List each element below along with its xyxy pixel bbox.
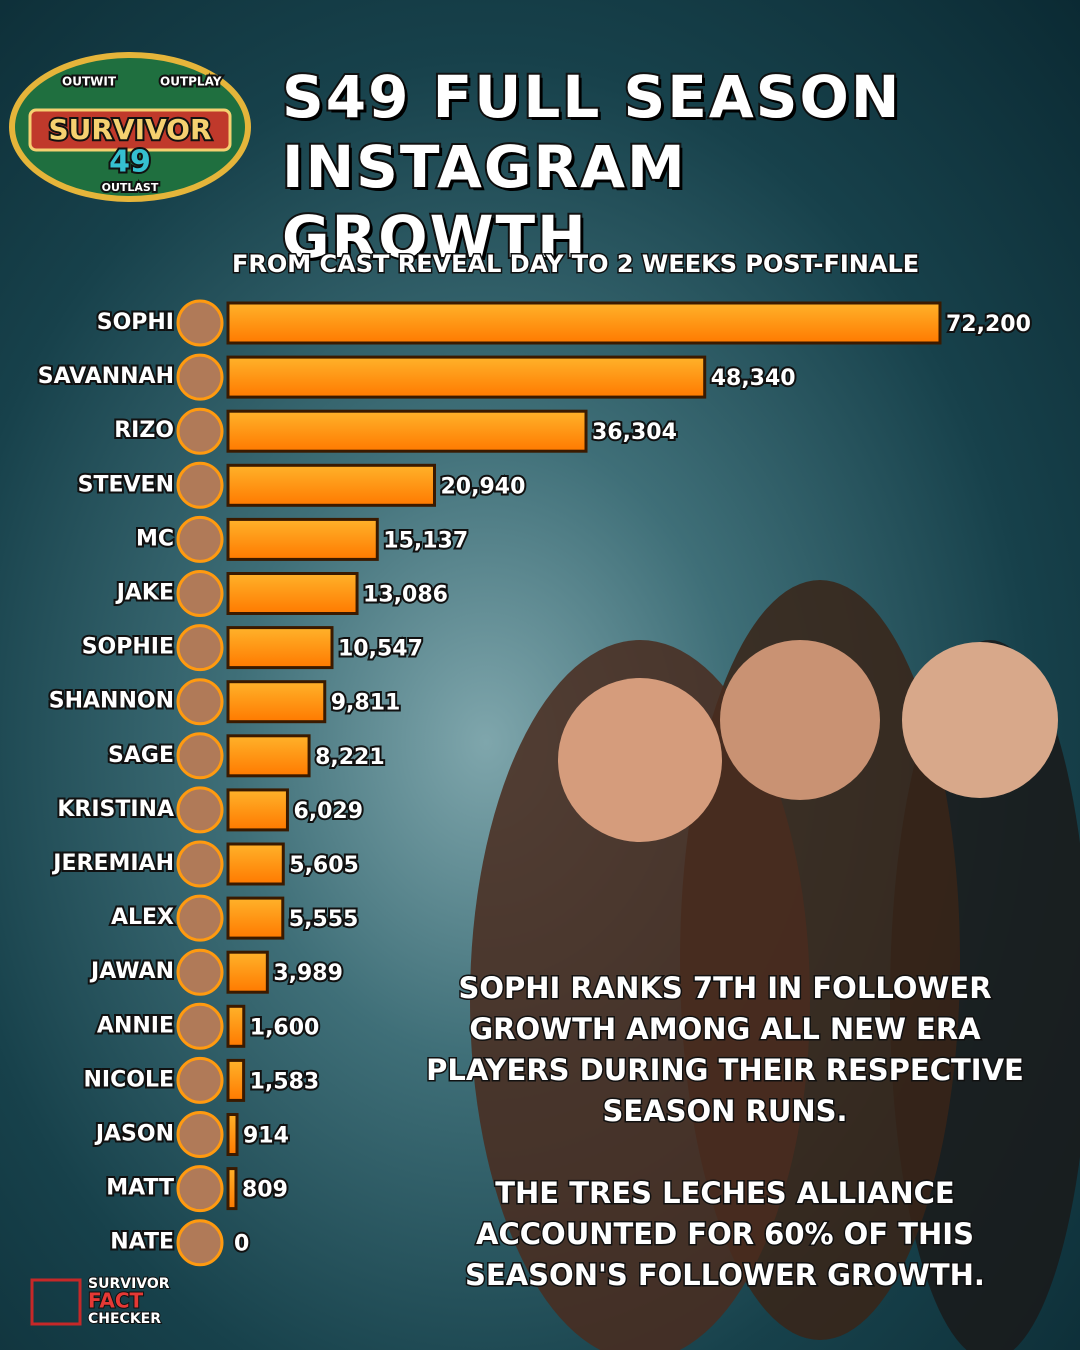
category-label: SOPHI <box>97 310 174 335</box>
bar <box>226 734 311 778</box>
category-label: NICOLE <box>84 1067 175 1092</box>
value-label: 8,221 <box>315 745 385 770</box>
value-label: 3,989 <box>273 961 343 986</box>
value-label: 9,811 <box>331 691 401 716</box>
annotation: SOPHI RANKS 7TH IN FOLLOWER GROWTH AMONG… <box>425 970 1026 1130</box>
category-label: ALEX <box>111 905 174 930</box>
category-label: KRISTINA <box>57 797 174 822</box>
bar <box>226 950 269 994</box>
category-label: JASON <box>94 1122 174 1147</box>
chart-subtitle: FROM CAST REVEAL DAY TO 2 WEEKS POST-FIN… <box>230 249 920 280</box>
category-label: SAGE <box>108 743 174 768</box>
category-label: SAVANNAH <box>38 364 174 389</box>
category-label: MATT <box>106 1176 174 1201</box>
bar <box>226 1113 239 1156</box>
logo-text: OUTWIT <box>62 75 117 89</box>
bar <box>226 1058 246 1102</box>
value-label: 1,600 <box>250 1015 320 1040</box>
value-label: 48,340 <box>711 366 796 391</box>
logo: OUTWIT OUTPLAY SURVIVOR 49 OUTLAST <box>9 52 251 202</box>
logo-text: OUTPLAY <box>160 75 222 89</box>
bar <box>226 355 707 399</box>
value-label: 914 <box>243 1124 289 1149</box>
value-label: 36,304 <box>592 420 677 445</box>
category-label: NATE <box>110 1230 174 1255</box>
avatar <box>176 840 224 888</box>
avatar <box>176 678 224 726</box>
category-label: MC <box>136 526 174 551</box>
bar <box>226 1004 246 1048</box>
avatar <box>176 407 224 455</box>
watermark-text: SURVIVOR <box>88 1276 170 1292</box>
category-label: SHANNON <box>49 689 174 714</box>
bar <box>226 680 327 724</box>
avatar <box>176 1056 224 1104</box>
value-label: 5,555 <box>289 907 359 932</box>
avatar <box>176 948 224 996</box>
value-label: 13,086 <box>363 583 448 608</box>
avatar <box>176 299 224 347</box>
category-label: SOPHIE <box>82 635 174 660</box>
category-label: RIZO <box>114 418 174 443</box>
bar <box>226 842 285 886</box>
value-label: 20,940 <box>440 474 525 499</box>
bar <box>226 1167 238 1211</box>
value-label: 809 <box>242 1178 288 1203</box>
avatar <box>176 1002 224 1050</box>
chart-title: S49 FULL SEASON INSTAGRAM GROWTH <box>280 61 902 273</box>
watermark-text: CHECKER <box>88 1311 161 1327</box>
bar <box>226 896 285 940</box>
category-label: JAWAN <box>89 959 174 984</box>
bar <box>226 409 588 453</box>
avatar <box>176 786 224 834</box>
avatar <box>176 1111 224 1158</box>
avatar <box>176 1219 224 1267</box>
avatar <box>176 894 224 942</box>
value-label: 10,547 <box>338 637 423 662</box>
people-photo <box>470 580 1080 1350</box>
logo-text: OUTLAST <box>102 181 159 194</box>
value-label: 5,605 <box>289 853 359 878</box>
category-label: JEREMIAH <box>51 851 174 876</box>
avatar <box>176 1165 224 1213</box>
bar <box>226 301 942 345</box>
avatar <box>176 624 224 672</box>
avatar <box>176 732 224 780</box>
watermark: SURVIVOR FACT CHECKER <box>30 1275 171 1328</box>
avatar <box>176 515 224 563</box>
logo-text: 49 <box>109 145 151 180</box>
bar <box>226 572 359 615</box>
bar <box>226 517 379 561</box>
value-label: 1,583 <box>250 1069 320 1094</box>
annotation: THE TRES LECHES ALLIANCE ACCOUNTED FOR 6… <box>464 1175 987 1294</box>
category-label: ANNIE <box>97 1013 174 1038</box>
watermark-text: FACT <box>88 1289 144 1313</box>
value-label: 0 <box>234 1232 249 1257</box>
avatar <box>176 353 224 401</box>
value-label: 72,200 <box>946 312 1031 337</box>
category-label: JAKE <box>115 581 174 606</box>
category-label: STEVEN <box>78 472 174 497</box>
avatar <box>176 461 224 509</box>
bar <box>226 463 436 507</box>
avatar <box>176 570 224 617</box>
logo-text: SURVIVOR <box>48 113 211 146</box>
bar <box>226 788 289 832</box>
value-label: 6,029 <box>293 799 363 824</box>
value-label: 15,137 <box>383 528 468 553</box>
bar <box>226 626 334 670</box>
